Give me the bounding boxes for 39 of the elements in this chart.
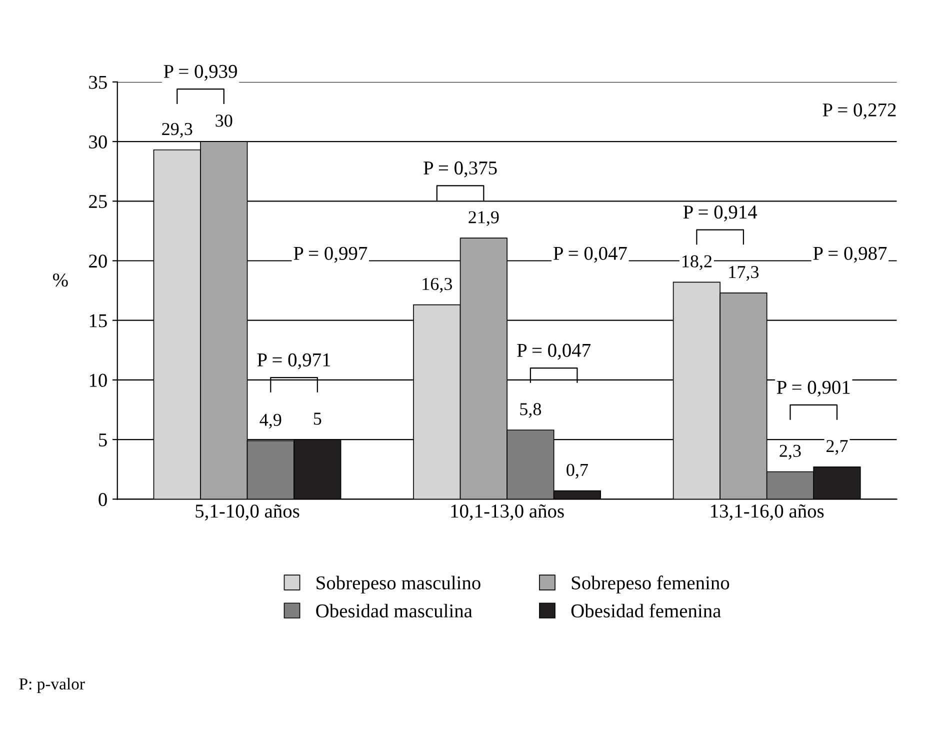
y-tick-label: 20 bbox=[89, 254, 107, 268]
y-tick-label: 0 bbox=[98, 492, 107, 506]
y-tick-label: 15 bbox=[90, 314, 107, 328]
annotation: P = 0,047 bbox=[517, 344, 591, 360]
data-label: 0,7 bbox=[566, 464, 588, 479]
annotation: P = 0,901 bbox=[776, 380, 850, 397]
legend-label: Sobrepeso femenino bbox=[572, 576, 730, 594]
x-tick-label: 5,1-10,0 años bbox=[196, 504, 300, 520]
legend-label: Obesidad masculina bbox=[316, 604, 472, 618]
legend-label: Obesidad femenina bbox=[571, 604, 721, 618]
data-label: 30 bbox=[216, 114, 232, 127]
annotation: P = 0,047 bbox=[553, 246, 627, 263]
data-label: 16,3 bbox=[422, 278, 452, 293]
data-label: 21,9 bbox=[468, 211, 499, 226]
y-tick-label: 35 bbox=[89, 76, 107, 89]
annotation: P = 0,272 bbox=[822, 103, 896, 120]
y-tick-label: 10 bbox=[90, 374, 107, 387]
data-label: 4,9 bbox=[260, 414, 282, 429]
text: P: p-valor bbox=[19, 678, 85, 693]
data-label: 2,7 bbox=[826, 440, 848, 455]
data-label: 29,3 bbox=[162, 122, 192, 138]
annotation: P = 0,987 bbox=[813, 246, 887, 263]
annotation: P = 0,914 bbox=[683, 206, 758, 222]
y-tick-label: 30 bbox=[89, 135, 107, 148]
data-label: 5,8 bbox=[520, 403, 542, 418]
data-label: 2,3 bbox=[780, 444, 801, 460]
annotation: P = 0,997 bbox=[294, 246, 368, 263]
annotation: P = 0,375 bbox=[424, 161, 497, 178]
data-label: 5 bbox=[314, 412, 322, 425]
y-tick-label: 25 bbox=[89, 195, 107, 208]
x-tick-label: 10,1-13,0 años bbox=[451, 504, 564, 520]
data-label: 17,3 bbox=[729, 266, 759, 281]
data-label: 18,2 bbox=[682, 255, 712, 270]
text: P = 0,939 bbox=[164, 64, 237, 81]
legend-label: Sobrepeso masculino bbox=[316, 576, 480, 594]
x-tick-label: 13,1-16,0 años bbox=[711, 504, 824, 520]
y-tick-label: 5 bbox=[99, 434, 107, 446]
annotation: P = 0,971 bbox=[257, 353, 330, 370]
y-axis-title: % bbox=[53, 273, 68, 287]
